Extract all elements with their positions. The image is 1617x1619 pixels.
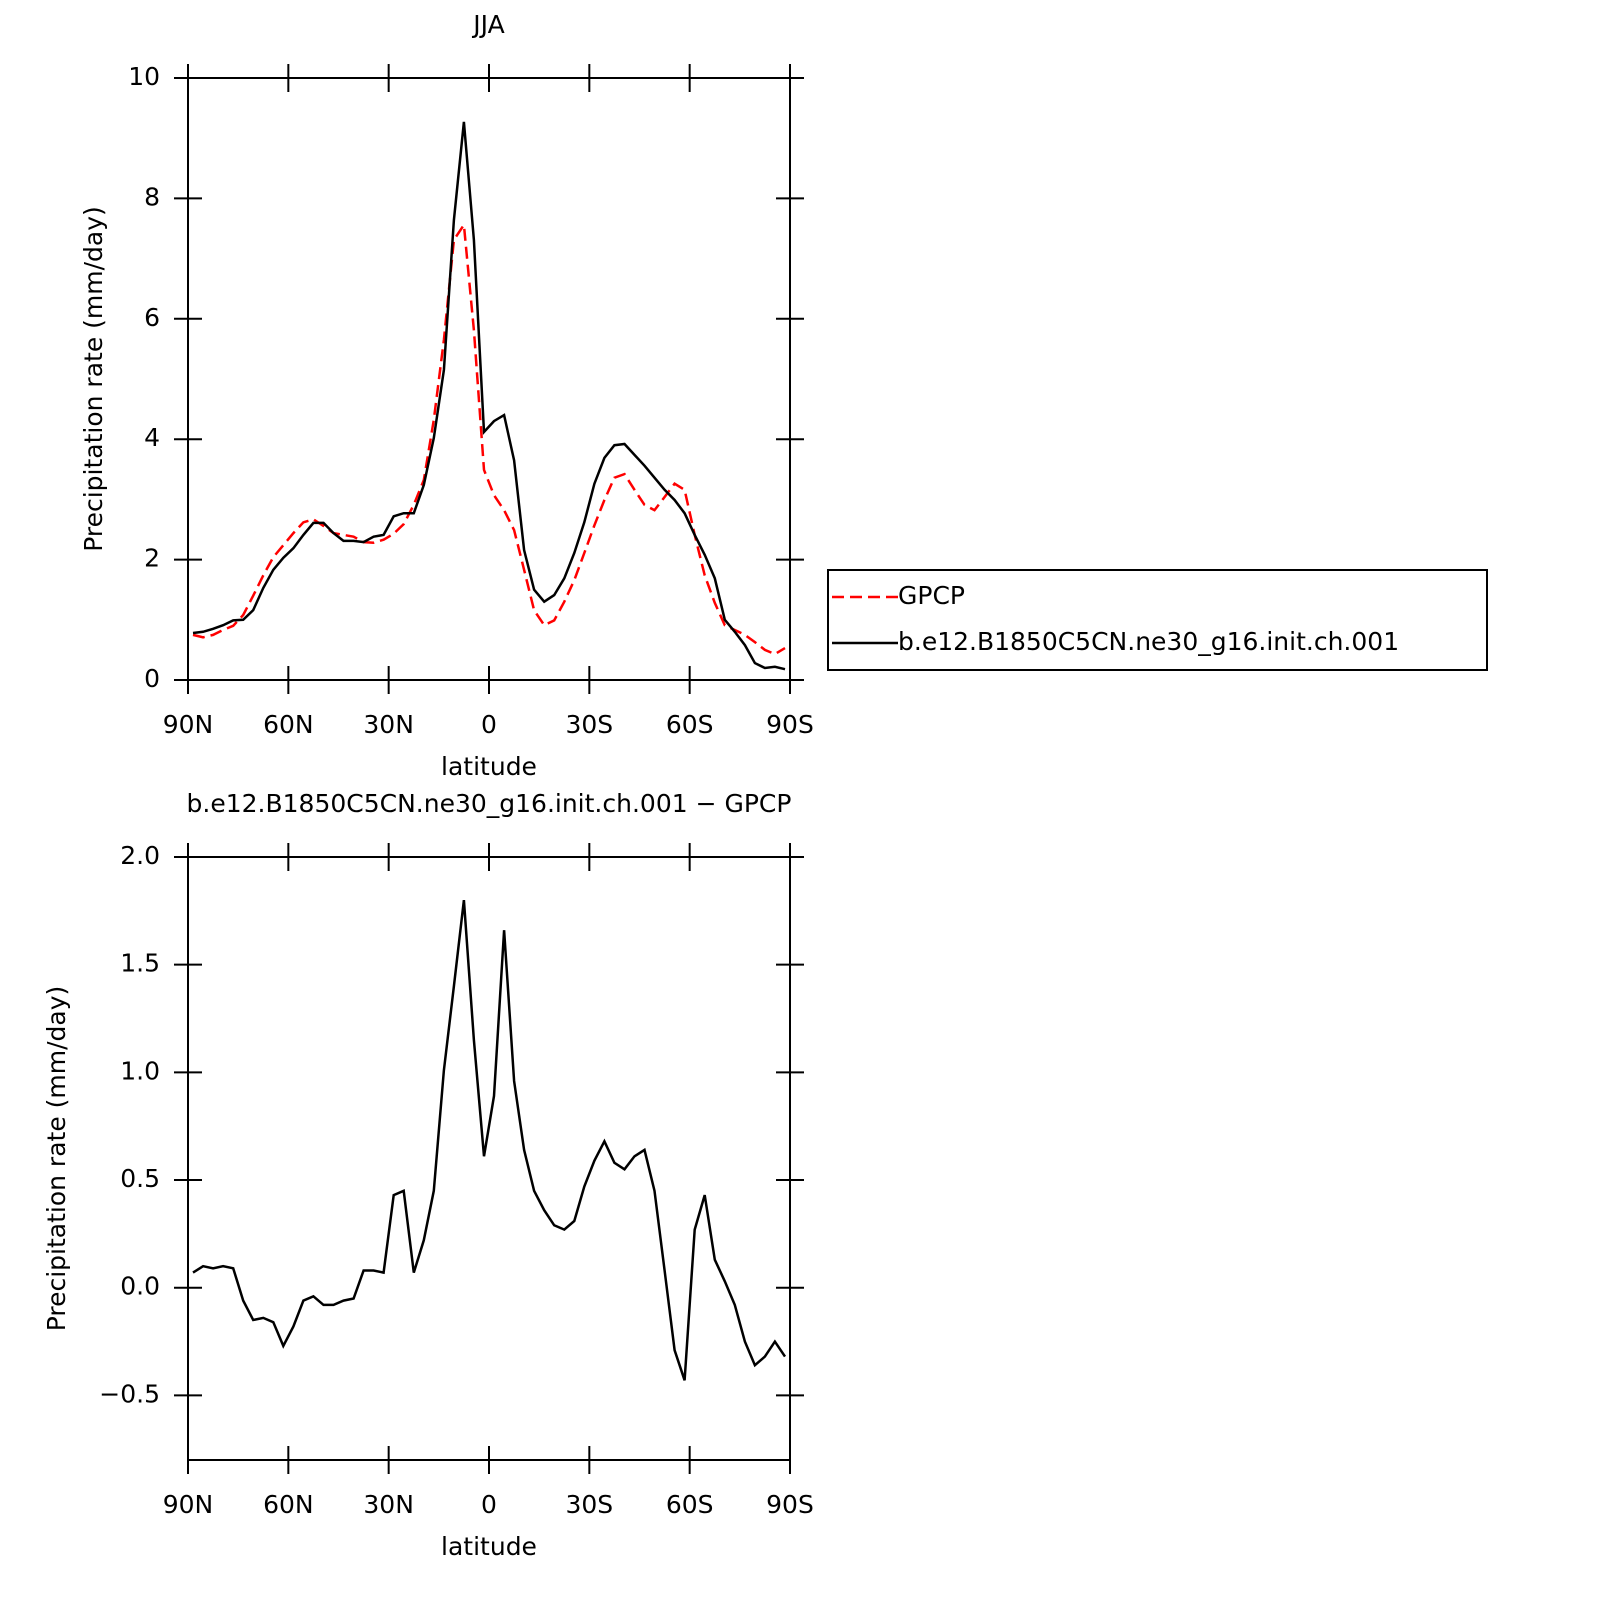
y-axis-label: Precipitation rate (mm/day) xyxy=(42,986,71,1332)
legend-label: b.e12.B1850C5CN.ne30_g16.init.ch.001 xyxy=(898,627,1399,656)
x-tick-label: 90S xyxy=(766,710,814,739)
plot-frame xyxy=(187,856,791,1461)
legend-label: GPCP xyxy=(898,581,965,610)
x-axis-label: latitude xyxy=(441,1532,537,1561)
y-tick-label: 4 xyxy=(144,423,160,452)
x-tick-label: 30S xyxy=(565,710,613,739)
legend-frame xyxy=(827,569,1488,671)
plot-frame xyxy=(187,77,791,681)
x-tick-label: 90N xyxy=(163,710,214,739)
x-tick-label: 60N xyxy=(263,1490,314,1519)
data-line xyxy=(192,221,786,656)
y-tick-label: 1.5 xyxy=(120,949,160,978)
y-tick-label: 0.5 xyxy=(120,1164,160,1193)
x-tick-label: 30N xyxy=(363,710,414,739)
y-axis-label: Precipitation rate (mm/day) xyxy=(79,206,108,552)
y-tick-label: 8 xyxy=(144,182,160,211)
x-tick-label: 60S xyxy=(666,710,714,739)
x-tick-label: 30S xyxy=(565,1490,613,1519)
x-tick-label: 0 xyxy=(481,1490,497,1519)
y-tick-label: −0.5 xyxy=(99,1379,160,1408)
x-tick-label: 0 xyxy=(481,710,497,739)
x-tick-label: 90N xyxy=(163,1490,214,1519)
x-tick-label: 60S xyxy=(666,1490,714,1519)
y-tick-label: 10 xyxy=(128,62,160,91)
y-tick-label: 1.0 xyxy=(120,1056,160,1085)
x-tick-label: 30N xyxy=(363,1490,414,1519)
y-tick-label: 2.0 xyxy=(120,841,160,870)
chart-title: b.e12.B1850C5CN.ne30_g16.init.ch.001 − G… xyxy=(187,789,792,818)
data-line xyxy=(192,121,786,671)
x-tick-label: 90S xyxy=(766,1490,814,1519)
y-tick-label: 0 xyxy=(144,664,160,693)
y-tick-label: 6 xyxy=(144,303,160,332)
y-tick-label: 0.0 xyxy=(120,1272,160,1301)
data-line xyxy=(192,899,787,1381)
x-axis-label: latitude xyxy=(441,752,537,781)
x-tick-label: 60N xyxy=(263,710,314,739)
chart-title: JJA xyxy=(471,10,504,39)
y-tick-label: 2 xyxy=(144,544,160,573)
